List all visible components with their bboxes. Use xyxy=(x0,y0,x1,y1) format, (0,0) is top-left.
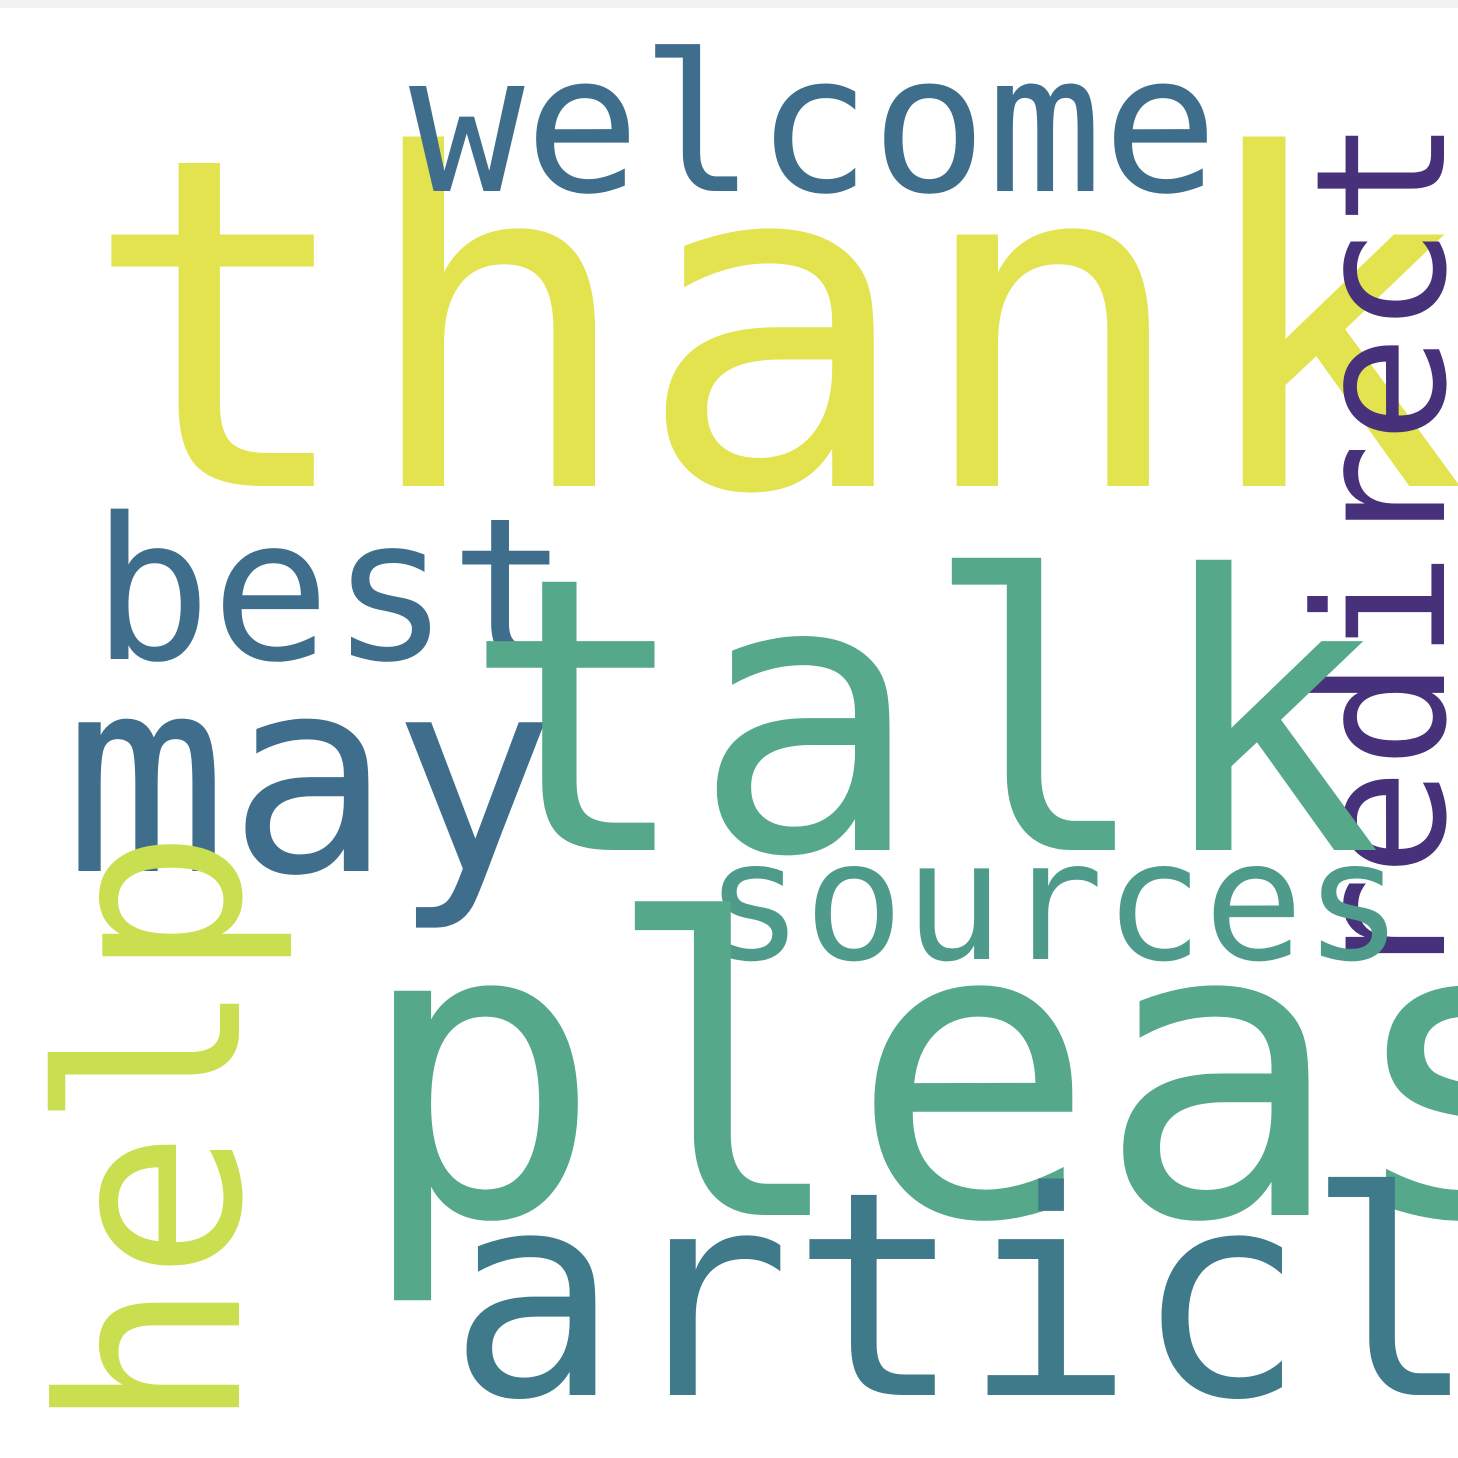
word-help: help xyxy=(7,828,298,1432)
top-border-strip xyxy=(0,0,1458,8)
word-sources: sources xyxy=(704,806,1404,999)
word-please: please xyxy=(356,834,1458,1312)
word-welcome: welcome xyxy=(409,14,1219,237)
word-article: article xyxy=(448,1131,1458,1458)
word-may: may xyxy=(64,620,556,936)
word-best: best xyxy=(92,475,569,706)
word-thank: thank xyxy=(82,60,1458,595)
word-talk: talk xyxy=(462,496,1382,941)
